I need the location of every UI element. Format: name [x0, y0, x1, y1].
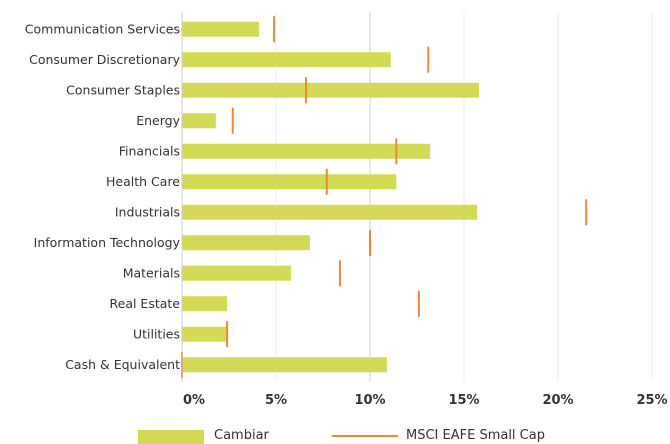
- x-tick-label: 0%: [183, 393, 205, 408]
- category-label: Consumer Staples: [66, 82, 180, 97]
- legend-swatch-msci: [332, 435, 398, 437]
- category-label: Financials: [119, 143, 180, 158]
- bar-cambiar: [182, 113, 216, 129]
- category-label: Communication Services: [25, 21, 180, 36]
- category-label: Utilities: [133, 326, 180, 341]
- chart-legend: Cambiar MSCI EAFE Small Cap: [0, 428, 670, 444]
- category-label: Materials: [123, 265, 180, 280]
- x-tick-label: 10%: [354, 393, 385, 408]
- bar-cambiar: [182, 326, 228, 342]
- bar-cambiar: [182, 174, 397, 190]
- bar-cambiar: [182, 204, 478, 220]
- category-label: Consumer Discretionary: [29, 52, 180, 67]
- bar-cambiar: [182, 296, 228, 312]
- legend-label-cambiar: Cambiar: [214, 428, 269, 443]
- category-label: Real Estate: [110, 296, 181, 311]
- category-label: Energy: [136, 113, 180, 128]
- x-tick-label: 20%: [542, 393, 573, 408]
- bar-cambiar: [182, 143, 431, 159]
- bar-cambiar: [182, 357, 387, 373]
- bar-cambiar: [182, 265, 292, 281]
- legend-swatch-cambiar: [138, 430, 204, 444]
- category-label: Health Care: [106, 174, 180, 189]
- category-label: Information Technology: [34, 235, 181, 250]
- x-tick-label: 25%: [636, 393, 667, 408]
- category-label: Industrials: [115, 204, 180, 219]
- x-tick-label: 5%: [265, 393, 287, 408]
- legend-label-msci: MSCI EAFE Small Cap: [406, 428, 545, 443]
- bar-cambiar: [182, 52, 391, 68]
- bar-cambiar: [182, 82, 480, 98]
- bar-cambiar: [182, 21, 260, 37]
- bar-cambiar: [182, 235, 310, 251]
- category-label: Cash & Equivalent: [65, 357, 180, 372]
- x-tick-label: 15%: [448, 393, 479, 408]
